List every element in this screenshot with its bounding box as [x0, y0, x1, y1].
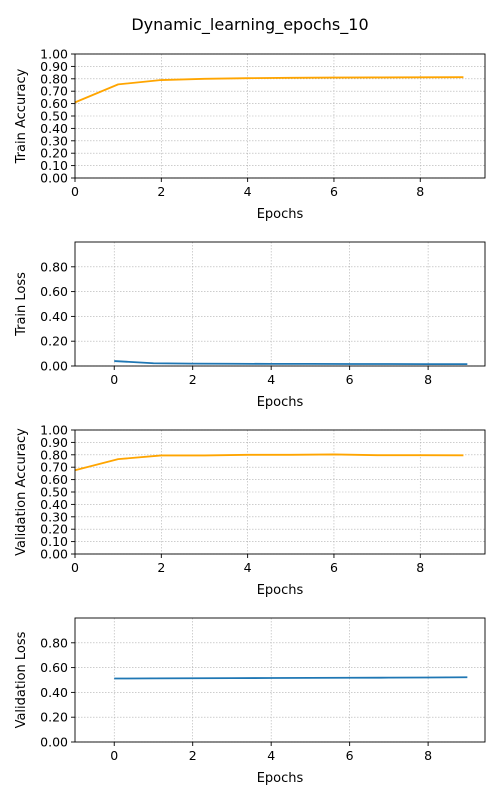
x-tick-label: 4 [244, 184, 252, 199]
y-tick-label: 0.20 [40, 710, 68, 725]
x-tick-label: 6 [330, 184, 338, 199]
y-tick-label: 0.50 [40, 109, 68, 124]
x-tick-label: 6 [346, 372, 354, 387]
y-tick-label: 0.10 [40, 534, 68, 549]
y-axis-label: Validation Accuracy [14, 428, 29, 556]
plot-area-frame [74, 617, 486, 743]
y-tick-label: 0.60 [40, 96, 68, 111]
x-tick-label: 0 [110, 372, 118, 387]
x-tick-label: 8 [424, 748, 432, 763]
y-tick-label: 0.80 [40, 635, 68, 650]
y-tick-label: 1.00 [40, 423, 68, 438]
y-tick-label: 0.20 [40, 146, 68, 161]
x-tick-label: 0 [110, 748, 118, 763]
y-axis-label: Validation Loss [14, 631, 29, 728]
y-tick-label: 0.70 [40, 460, 68, 475]
y-tick-label: 0.90 [40, 435, 68, 450]
validation-accuracy-panel: 0 2 4 6 8 0.000.100.200.300.400.500.600.700.8… [14, 423, 486, 598]
x-tick-label: 2 [189, 372, 197, 387]
y-tick-label: 0.80 [40, 447, 68, 462]
y-tick-label: 0.80 [40, 259, 68, 274]
x-tick-label: 2 [157, 560, 165, 575]
x-axis-label: Epochs [257, 583, 304, 598]
y-tick-label: 0.60 [40, 472, 68, 487]
x-tick-label: 6 [346, 748, 354, 763]
x-axis-label: Epochs [257, 771, 304, 786]
y-tick-label: 0.10 [40, 158, 68, 173]
y-tick-label: 0.70 [40, 84, 68, 99]
y-tick-label: 0.00 [40, 171, 68, 186]
x-tick-label: 2 [157, 184, 165, 199]
series-line [74, 76, 464, 104]
y-tick-label: 0.50 [40, 485, 68, 500]
validation-loss-panel: 0 2 4 6 8 0.00 0.20 0.40 0.60 0.80 Epochs Validatio… [14, 617, 486, 786]
y-tick-label: 0.40 [40, 685, 68, 700]
y-tick-label: 0.30 [40, 509, 68, 524]
x-tick-label: 8 [424, 372, 432, 387]
y-tick-label: 0.40 [40, 309, 68, 324]
y-tick-label: 1.00 [40, 47, 68, 62]
y-tick-label: 0.00 [40, 359, 68, 374]
y-tick-label: 0.40 [40, 121, 68, 136]
x-tick-label: 0 [71, 184, 79, 199]
x-tick-label: 6 [330, 560, 338, 575]
y-tick-label: 0.00 [40, 735, 68, 750]
y-tick-label: 0.90 [40, 59, 68, 74]
y-axis-label: Train Accuracy [14, 68, 29, 164]
y-tick-label: 0.40 [40, 497, 68, 512]
x-axis-label: Epochs [257, 207, 304, 222]
x-tick-label: 4 [244, 560, 252, 575]
x-tick-label: 0 [71, 560, 79, 575]
x-tick-label: 4 [267, 748, 275, 763]
x-tick-label: 8 [416, 560, 424, 575]
x-tick-label: 8 [416, 184, 424, 199]
train-loss-panel: 0 2 4 6 8 0.00 0.20 0.40 0.60 0.80 Epochs Train Los… [14, 241, 486, 410]
y-tick-label: 0.00 [40, 547, 68, 562]
train-accuracy-panel: 0 2 4 6 8 0.000.100.200.300.400.500.600.700.8… [14, 47, 486, 222]
series-line [74, 453, 464, 472]
series-line [114, 360, 468, 366]
y-tick-label: 0.20 [40, 522, 68, 537]
y-tick-label: 0.60 [40, 660, 68, 675]
y-axis-label: Train Loss [14, 272, 29, 337]
series-line [114, 676, 468, 680]
x-axis-label: Epochs [257, 395, 304, 410]
x-tick-label: 4 [267, 372, 275, 387]
y-tick-label: 0.30 [40, 133, 68, 148]
y-tick-label: 0.20 [40, 334, 68, 349]
plot-area-frame [74, 241, 486, 367]
x-tick-label: 2 [189, 748, 197, 763]
figure-title: Dynamic_learning_epochs_10 [131, 15, 368, 35]
y-tick-label: 0.60 [40, 284, 68, 299]
y-tick-label: 0.80 [40, 71, 68, 86]
